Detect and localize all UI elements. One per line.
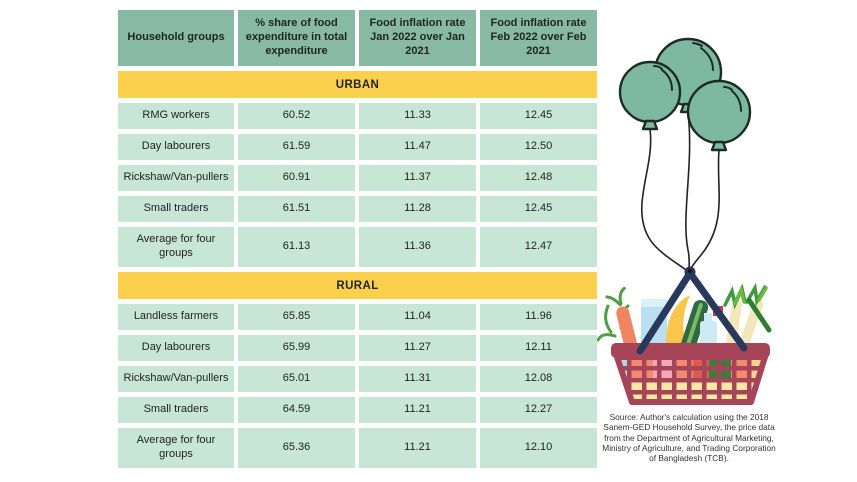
col-header-inflation-jan: Food inflation rate Jan 2022 over Jan 20… — [359, 10, 476, 66]
table-cell-share: 64.59 — [238, 397, 355, 423]
table-cell-group: Day labourers — [118, 335, 234, 361]
table-cell-feb: 12.45 — [480, 196, 597, 222]
basket-icon — [611, 343, 770, 405]
table-cell-jan: 11.31 — [359, 366, 476, 392]
basket-handle — [636, 269, 748, 355]
table-cell-share: 61.51 — [238, 196, 355, 222]
table-cell-feb: 12.50 — [480, 134, 597, 160]
basket-lattice — [617, 357, 765, 402]
rural-band: RURAL — [118, 272, 597, 299]
table-cell-jan: 11.21 — [359, 428, 476, 468]
table-cell-jan: 11.33 — [359, 103, 476, 129]
table-cell-share: 60.91 — [238, 165, 355, 191]
table-cell-group: Landless farmers — [118, 304, 234, 330]
table-cell-feb: 11.96 — [480, 304, 597, 330]
balloons-group — [618, 37, 752, 152]
table-cell-group: Rickshaw/Van-pullers — [118, 165, 234, 191]
table-cell-jan: 11.28 — [359, 196, 476, 222]
col-header-inflation-feb: Food inflation rate Feb 2022 over Feb 20… — [480, 10, 597, 66]
table-cell-group: Small traders — [118, 196, 234, 222]
table-cell-jan: 11.37 — [359, 165, 476, 191]
table-cell-feb: 12.45 — [480, 103, 597, 129]
col-header-household-groups: Household groups — [118, 10, 234, 66]
table-cell-jan: 11.36 — [359, 227, 476, 267]
table-cell-feb: 12.47 — [480, 227, 597, 267]
table-cell-jan: 11.04 — [359, 304, 476, 330]
table-cell-group: Rickshaw/Van-pullers — [118, 366, 234, 392]
balloon-strings — [641, 111, 720, 273]
table-cell-share: 65.36 — [238, 428, 355, 468]
table-cell-group: Small traders — [118, 397, 234, 423]
basket-rim — [611, 343, 770, 358]
urban-band: URBAN — [118, 71, 597, 98]
balloon-icon — [686, 79, 752, 152]
table-cell-feb: 12.10 — [480, 428, 597, 468]
table-cell-feb: 12.48 — [480, 165, 597, 191]
string-knot — [688, 269, 692, 273]
table-cell-share: 65.99 — [238, 335, 355, 361]
table-cell-group: Day labourers — [118, 134, 234, 160]
balloon-icon — [618, 60, 682, 131]
table-cell-feb: 12.27 — [480, 397, 597, 423]
basket-balloons-illustration — [597, 37, 772, 405]
table-cell-feb: 12.08 — [480, 366, 597, 392]
cucumber-icon — [680, 299, 709, 354]
table-cell-jan: 11.47 — [359, 134, 476, 160]
table-cell-group: Average for four groups — [118, 428, 234, 468]
table-cell-share: 65.85 — [238, 304, 355, 330]
table-cell-share: 61.59 — [238, 134, 355, 160]
household-food-table: Household groups % share of food expendi… — [118, 10, 597, 468]
table-cell-jan: 11.21 — [359, 397, 476, 423]
source-note: Source: Author's calculation using the 2… — [602, 412, 776, 464]
table-cell-share: 65.01 — [238, 366, 355, 392]
table-cell-jan: 11.27 — [359, 335, 476, 361]
table-cell-share: 61.13 — [238, 227, 355, 267]
table-cell-feb: 12.11 — [480, 335, 597, 361]
col-header-food-share: % share of food expenditure in total exp… — [238, 10, 355, 66]
balloon-highlights — [653, 42, 742, 112]
table-cell-group: Average for four groups — [118, 227, 234, 267]
table-cell-share: 60.52 — [238, 103, 355, 129]
table-cell-group: RMG workers — [118, 103, 234, 129]
